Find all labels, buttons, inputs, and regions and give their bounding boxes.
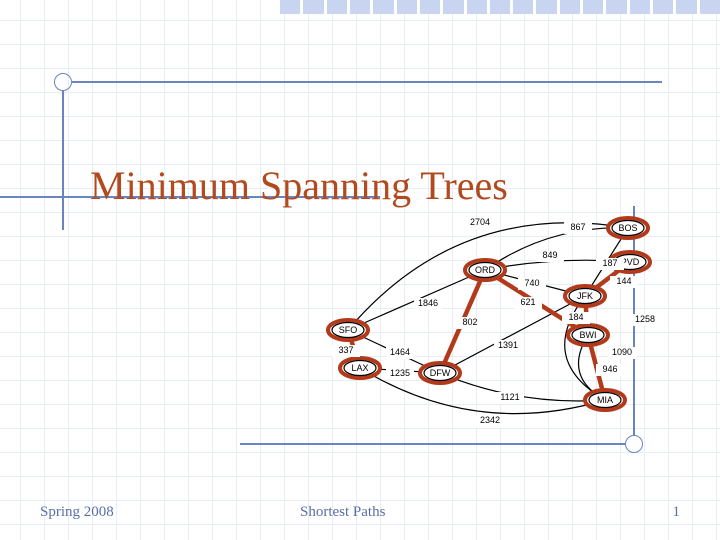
- svg-text:1391: 1391: [498, 340, 518, 350]
- svg-text:187: 187: [602, 258, 617, 268]
- deco-circle-tl: [54, 73, 72, 91]
- svg-text:MIA: MIA: [597, 395, 613, 405]
- svg-text:2704: 2704: [470, 217, 490, 227]
- svg-text:867: 867: [570, 222, 585, 232]
- svg-text:946: 946: [602, 364, 617, 374]
- svg-text:2342: 2342: [480, 415, 500, 425]
- svg-text:JFK: JFK: [577, 291, 593, 301]
- svg-text:BWI: BWI: [580, 330, 597, 340]
- svg-text:BOS: BOS: [618, 223, 637, 233]
- page-title: Minimum Spanning Trees: [90, 162, 508, 209]
- svg-text:DFW: DFW: [430, 368, 451, 378]
- deco-line-top-v: [62, 90, 64, 230]
- deco-line-top-h: [72, 81, 662, 83]
- svg-text:SFO: SFO: [339, 325, 358, 335]
- footer-topic: Shortest Paths: [300, 504, 385, 521]
- svg-text:1464: 1464: [390, 347, 410, 357]
- svg-text:1121: 1121: [500, 392, 519, 402]
- svg-text:1090: 1090: [612, 347, 632, 357]
- svg-text:1846: 1846: [418, 298, 438, 308]
- svg-text:740: 740: [524, 278, 539, 288]
- footer-term: Spring 2008: [40, 504, 114, 521]
- svg-text:802: 802: [462, 317, 477, 327]
- svg-text:184: 184: [568, 312, 583, 322]
- top-accent-bar: [280, 0, 720, 14]
- svg-text:1235: 1235: [390, 368, 410, 378]
- svg-text:144: 144: [616, 276, 631, 286]
- footer-page: 1: [673, 504, 681, 521]
- svg-text:ORD: ORD: [475, 265, 496, 275]
- footer: Spring 2008 Shortest Paths 1: [0, 504, 720, 528]
- svg-text:1258: 1258: [635, 314, 655, 324]
- mst-graph: SFOLAXDFWORDJFKBWIPVDBOSMIA3371464184627…: [310, 210, 680, 440]
- svg-text:621: 621: [520, 297, 535, 307]
- svg-text:849: 849: [542, 250, 557, 260]
- deco-line-bot-h: [240, 443, 625, 445]
- svg-text:337: 337: [338, 345, 353, 355]
- svg-text:LAX: LAX: [351, 363, 368, 373]
